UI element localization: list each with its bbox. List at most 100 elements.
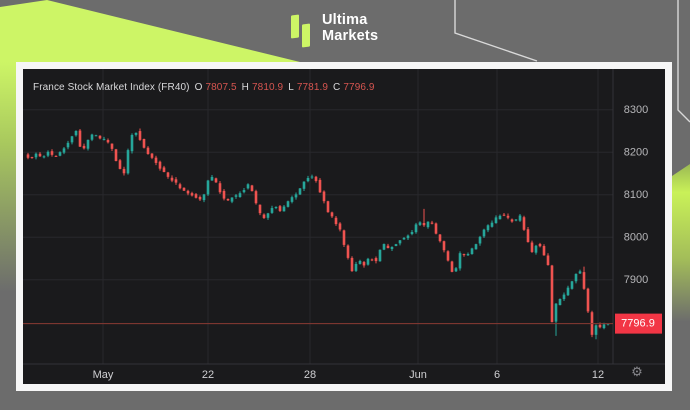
candle-body (598, 324, 602, 328)
candle-body (170, 177, 174, 181)
candle-body (74, 130, 78, 136)
brand-logo: Ultima Markets (291, 12, 379, 49)
chart-legend: France Stock Market Index (FR40) O 7807.5 H… (33, 82, 375, 93)
candle-body (202, 194, 206, 201)
candle-body (522, 217, 526, 230)
green-band-right-edge (672, 164, 690, 322)
candle-body (34, 153, 38, 158)
candle-body (302, 181, 306, 189)
candle-body (290, 197, 294, 202)
candle-body (378, 249, 382, 262)
candle-body (66, 142, 70, 148)
candle-body (406, 235, 410, 239)
candle-body (130, 134, 134, 152)
candle-body (86, 139, 90, 149)
candle-body (210, 176, 214, 181)
candle-body (166, 172, 170, 177)
candle-body (350, 257, 354, 272)
candle-body (506, 215, 510, 218)
candle-body (418, 222, 422, 225)
candle-body (122, 168, 126, 174)
candle-body (402, 237, 406, 240)
candle-body (346, 245, 350, 258)
candle-body (414, 224, 418, 233)
candlestick-chart[interactable]: 7796.9 8300 8200 8100 8000 7900 May 22 28 Jun 6 12 (23, 69, 665, 384)
candle-body (118, 160, 122, 169)
candle-body (426, 221, 430, 228)
green-wedge-top-left (0, 0, 300, 62)
candle-body (102, 138, 106, 140)
chart-panel: 7796.9 8300 8200 8100 8000 7900 May 22 28 Jun 6 12 … (16, 62, 672, 391)
chart-area[interactable]: 7796.9 8300 8200 8100 8000 7900 May 22 28 Jun 6 12 … (23, 69, 665, 384)
open-value: 7807.5 (205, 82, 237, 93)
current-price-badge-label: 7796.9 (621, 318, 655, 330)
candle-body (182, 187, 186, 191)
candle-body (550, 265, 554, 323)
time-axis-tick-label: 12 (592, 369, 604, 381)
candle-body (490, 222, 494, 227)
high-value: 7810.9 (252, 82, 284, 93)
candle-body (266, 213, 270, 218)
candle-body (326, 201, 330, 213)
candle-body (230, 197, 234, 202)
candle-body (274, 207, 278, 209)
candle-body (582, 272, 586, 289)
green-fade-left-edge (0, 62, 16, 292)
low-value: 7781.9 (296, 82, 329, 93)
candle-body (422, 223, 426, 226)
settings-gear-icon[interactable]: ⚙ (631, 364, 643, 379)
candle-body (62, 148, 66, 153)
candle-body (450, 261, 454, 272)
candle-body (142, 139, 146, 148)
hexagon-outline-decor-right (677, 0, 690, 123)
candle-body (162, 167, 166, 173)
candle-body (310, 176, 314, 178)
candle-body (206, 180, 210, 195)
low-label: L (288, 82, 294, 93)
candle-body (82, 145, 86, 149)
candle-body (530, 242, 534, 252)
candle-body (258, 204, 262, 214)
candle-body (218, 183, 222, 193)
time-axis-tick-label: 22 (202, 369, 214, 381)
candle-body (174, 179, 178, 183)
candle-body (214, 178, 218, 183)
candle-body (190, 193, 194, 196)
candle-body (526, 229, 530, 243)
candle-body (38, 153, 42, 157)
candle-body (58, 152, 62, 156)
candle-body (306, 178, 310, 182)
candle-body (382, 244, 386, 250)
candle-body (534, 245, 538, 253)
candle-body (30, 157, 34, 159)
y-axis-tick-label: 8200 (624, 146, 648, 158)
candle-body (574, 273, 578, 282)
candle-body (318, 179, 322, 193)
candle-body (150, 153, 154, 158)
candle-body (98, 135, 102, 139)
open-label: O (194, 82, 203, 93)
candle-body (442, 241, 446, 251)
candle-body (578, 271, 582, 274)
y-axis-tick-label: 8300 (624, 104, 648, 116)
logo-bar-right (302, 23, 310, 48)
candle-body (502, 214, 506, 216)
candle-body (342, 230, 346, 245)
candle-body (46, 151, 50, 156)
candle-body (542, 246, 546, 256)
candle-body (126, 150, 130, 174)
candle-body (250, 185, 254, 192)
candle-body (390, 246, 394, 250)
brand-line2: Markets (322, 27, 379, 44)
y-axis-tick-label: 8000 (624, 231, 648, 243)
candle-body (434, 223, 438, 234)
candle-body (334, 217, 338, 225)
candle-body (478, 236, 482, 244)
candle-body (186, 190, 190, 194)
time-axis-tick-label: May (93, 369, 114, 381)
candle-body (146, 147, 150, 155)
candle-body (538, 243, 542, 247)
time-axis-tick-label: Jun (409, 369, 427, 381)
candle-body (158, 161, 162, 169)
